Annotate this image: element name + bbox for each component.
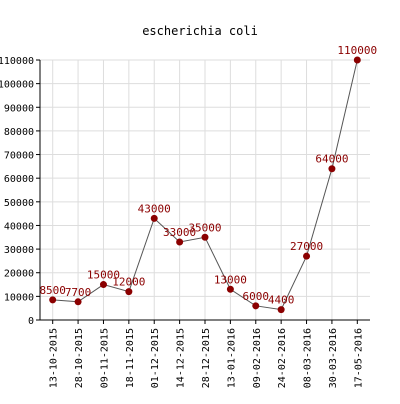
x-tick-label: 14-12-2015 xyxy=(176,328,187,388)
data-label: 64000 xyxy=(315,153,348,166)
series xyxy=(49,56,361,314)
x-tick-label: 13-01-2016 xyxy=(226,328,237,388)
data-point xyxy=(252,302,260,310)
x-tick-label: 28-10-2015 xyxy=(74,328,85,388)
data-point xyxy=(176,238,184,246)
data-label: 110000 xyxy=(337,44,377,57)
data-label: 33000 xyxy=(163,226,196,239)
y-tick-label: 20000 xyxy=(4,269,34,280)
y-axis-ticks: 0 10000 20000 30000 40000 50000 60000 70000 8000… xyxy=(0,56,40,327)
x-tick-label: 13-10-2015 xyxy=(49,328,60,388)
x-tick-label: 17-05-2016 xyxy=(353,328,364,388)
data-label: 15000 xyxy=(87,269,120,282)
y-tick-label: 80000 xyxy=(4,127,34,138)
data-label: 8500 xyxy=(39,284,66,297)
y-tick-label: 50000 xyxy=(4,198,34,209)
data-point xyxy=(303,252,311,260)
y-tick-label: 60000 xyxy=(4,174,34,185)
data-label: 35000 xyxy=(188,221,221,234)
chart-title: escherichia coli xyxy=(142,24,258,38)
y-tick-label: 0 xyxy=(28,316,34,327)
grid xyxy=(40,59,370,321)
x-tick-label: 30-03-2016 xyxy=(328,328,339,388)
y-tick-label: 110000 xyxy=(0,56,34,67)
data-point xyxy=(150,214,158,222)
data-point xyxy=(201,233,209,241)
data-point xyxy=(353,56,361,64)
data-point xyxy=(74,298,82,306)
data-label: 6000 xyxy=(243,290,270,303)
data-label: 4400 xyxy=(268,294,295,307)
x-tick-label: 01-12-2015 xyxy=(150,328,161,388)
x-tick-label: 24-02-2016 xyxy=(277,328,288,388)
y-tick-label: 70000 xyxy=(4,151,34,162)
x-tick-label: 08-03-2016 xyxy=(303,328,314,388)
y-tick-label: 100000 xyxy=(0,80,34,91)
data-label: 27000 xyxy=(290,240,323,253)
data-label: 7700 xyxy=(65,286,92,299)
y-tick-label: 90000 xyxy=(4,103,34,114)
x-tick-label: 18-11-2015 xyxy=(125,328,136,388)
x-axis-ticks: 13-10-2015 28-10-2015 09-11-2015 18-11-2015… xyxy=(49,320,364,388)
x-tick-label: 09-11-2015 xyxy=(99,328,110,388)
data-label: 13000 xyxy=(214,273,247,286)
data-point xyxy=(328,165,336,173)
data-point xyxy=(99,281,107,289)
x-tick-label: 28-12-2015 xyxy=(201,328,212,388)
data-point xyxy=(49,296,57,304)
data-label: 12000 xyxy=(112,276,145,289)
y-tick-label: 30000 xyxy=(4,245,34,256)
data-point xyxy=(125,288,133,296)
y-tick-label: 10000 xyxy=(4,292,34,303)
data-point xyxy=(226,285,234,293)
data-label: 43000 xyxy=(138,202,171,215)
x-tick-label: 09-02-2016 xyxy=(252,328,263,388)
data-point xyxy=(277,306,285,314)
y-tick-label: 40000 xyxy=(4,221,34,232)
